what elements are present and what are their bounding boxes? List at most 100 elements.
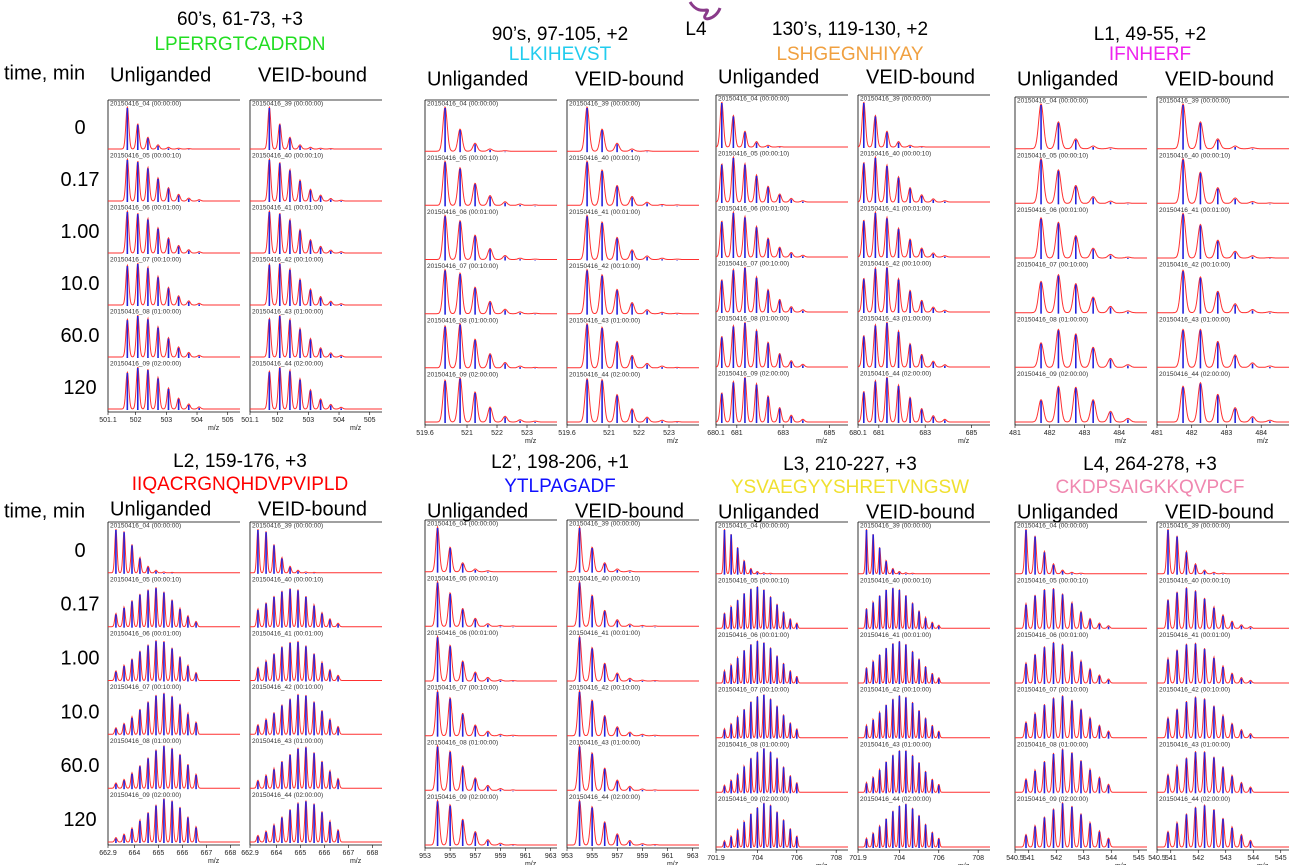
x-tick-label: 481 bbox=[1009, 430, 1021, 437]
column-header: Unliganded bbox=[427, 500, 528, 522]
x-tick-label: 482 bbox=[1044, 430, 1056, 437]
time-label: 0.17 bbox=[61, 594, 100, 616]
peptide-sequence: IFNHERF bbox=[1109, 44, 1191, 65]
panel-title: L4, 264-278, +3 bbox=[1083, 454, 1217, 475]
spectrum-label: 20150416_04 (00:00:00) bbox=[1017, 98, 1088, 105]
spectrum-label: 20150416_05 (00:00:10) bbox=[110, 153, 181, 160]
x-tick-label: 501.1 bbox=[241, 417, 259, 424]
spectrum-label: 20150416_44 (02:00:00) bbox=[252, 361, 323, 368]
x-tick-label: 662.9 bbox=[99, 850, 117, 857]
spectrum-label: 20150416_39 (00:00:00) bbox=[1159, 98, 1230, 105]
x-tick-label: 704 bbox=[752, 855, 764, 862]
x-tick-label: 953 bbox=[419, 853, 431, 860]
x-tick-label: 519.6 bbox=[558, 430, 576, 437]
x-tick-label: 685 bbox=[824, 430, 836, 437]
profile-curve bbox=[716, 641, 848, 684]
spectrum-label: 20150416_05 (00:00:10) bbox=[1017, 152, 1088, 159]
profile-curve bbox=[108, 587, 240, 627]
x-tick-label: 544 bbox=[1105, 855, 1117, 862]
column-header: Unliganded bbox=[1017, 501, 1118, 523]
profile-curve bbox=[858, 102, 990, 147]
x-tick-label: 680.1 bbox=[849, 430, 867, 437]
profile-curve bbox=[1015, 386, 1147, 422]
profile-curve bbox=[1157, 159, 1289, 204]
x-tick-label: 545 bbox=[1275, 855, 1287, 862]
x-tick-label: 522 bbox=[491, 430, 503, 437]
spectrum-label: 20150416_04 (00:00:00) bbox=[718, 523, 789, 530]
x-axis-label: m/z bbox=[958, 438, 970, 445]
column-header: Unliganded bbox=[427, 68, 528, 90]
column-header: VEID-bound bbox=[258, 498, 367, 520]
spectrum-label: 20150416_44 (02:00:00) bbox=[1159, 796, 1230, 803]
profile-curve bbox=[716, 212, 848, 257]
x-tick-label: 680.1 bbox=[707, 430, 725, 437]
x-axis-label: m/z bbox=[667, 438, 679, 445]
spectrum-label: 20150416_39 (00:00:00) bbox=[860, 523, 931, 530]
panel-title: L3, 210-227, +3 bbox=[783, 454, 917, 475]
profile-curve bbox=[858, 641, 990, 683]
profile-curve bbox=[250, 747, 382, 789]
spectrum-label: 20150416_07 (00:10:00) bbox=[427, 263, 498, 270]
spectrum-label: 20150416_43 (01:00:00) bbox=[1159, 316, 1230, 323]
profile-curve bbox=[250, 801, 382, 843]
profile-curve bbox=[858, 750, 990, 792]
x-axis-label: m/z bbox=[208, 858, 220, 865]
spectrum-label: 20150416_07 (00:10:00) bbox=[718, 687, 789, 694]
profile-curve bbox=[1157, 104, 1289, 149]
spectrum-label: 20150416_04 (00:00:00) bbox=[718, 96, 789, 103]
spectrum-label: 20150416_06 (00:01:00) bbox=[1017, 632, 1088, 639]
spectrum-label: 20150416_08 (01:00:00) bbox=[110, 738, 181, 745]
x-axis-label: m/z bbox=[816, 438, 828, 445]
spectrum-label: 20150416_43 (01:00:00) bbox=[252, 738, 323, 745]
profile-curve bbox=[716, 529, 848, 574]
profile-curve bbox=[858, 267, 990, 312]
panel-title: 90’s, 97-105, +2 bbox=[492, 24, 628, 45]
spectrum-label: 20150416_07 (00:10:00) bbox=[1017, 262, 1088, 269]
profile-curve bbox=[1157, 329, 1289, 367]
x-tick-label: 523 bbox=[663, 430, 675, 437]
profile-curve bbox=[858, 588, 990, 629]
x-tick-label: 666 bbox=[177, 850, 189, 857]
column-header: Unliganded bbox=[110, 498, 211, 520]
spectrum-label: 20150416_08 (01:00:00) bbox=[427, 317, 498, 324]
x-tick-label: 484 bbox=[1255, 430, 1267, 437]
spectrum-label: 20150416_05 (00:00:10) bbox=[1017, 577, 1088, 584]
x-tick-label: 701.9 bbox=[707, 855, 725, 862]
time-label: 120 bbox=[63, 377, 96, 399]
profile-curve bbox=[567, 582, 699, 627]
peptide-sequence: YTLPAGADF bbox=[504, 476, 616, 497]
column-header: VEID-bound bbox=[1165, 501, 1274, 523]
column-header: Unliganded bbox=[110, 64, 211, 86]
panel-title: L2’, 198-206, +1 bbox=[491, 452, 629, 473]
x-axis-label: m/z bbox=[667, 861, 679, 865]
x-tick-label: 542 bbox=[1192, 855, 1204, 862]
peptide-sequence: LPERRGTCADRDN bbox=[154, 34, 325, 55]
x-axis-label: m/z bbox=[525, 861, 537, 865]
spectrum-label: 20150416_41 (00:01:00) bbox=[1159, 207, 1230, 214]
x-tick-label: 959 bbox=[495, 853, 507, 860]
x-tick-label: 704 bbox=[894, 855, 906, 862]
x-tick-label: 664 bbox=[271, 850, 283, 857]
x-tick-label: 541 bbox=[1165, 855, 1177, 862]
x-axis-label: m/z bbox=[350, 858, 362, 865]
time-label: 0 bbox=[74, 540, 85, 562]
profile-curve bbox=[858, 212, 990, 257]
structure-fragment bbox=[690, 2, 720, 19]
spectrum-label: 20150416_44 (02:00:00) bbox=[860, 371, 931, 378]
profile-curve bbox=[1157, 270, 1289, 313]
profile-curve bbox=[1157, 213, 1289, 258]
x-axis-label: m/z bbox=[208, 425, 220, 432]
x-tick-label: 543 bbox=[1220, 855, 1232, 862]
x-tick-label: 706 bbox=[791, 855, 803, 862]
profile-curve bbox=[858, 377, 990, 422]
profile-curve bbox=[716, 694, 848, 737]
x-tick-label: 483 bbox=[1221, 430, 1233, 437]
profile-curve bbox=[567, 800, 699, 845]
spectrum-label: 20150416_44 (02:00:00) bbox=[860, 796, 931, 803]
time-label: 10.0 bbox=[61, 701, 100, 723]
column-header: VEID-bound bbox=[575, 68, 684, 90]
x-tick-label: 683 bbox=[777, 430, 789, 437]
column-header: Unliganded bbox=[1017, 68, 1118, 90]
panel-title: L1, 49-55, +2 bbox=[1094, 24, 1207, 45]
spectrum-label: 20150416_41 (00:01:00) bbox=[860, 206, 931, 213]
